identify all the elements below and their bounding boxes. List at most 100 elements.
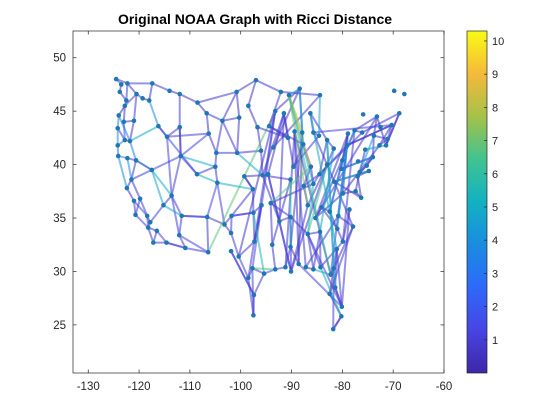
- x-tick-label: -60: [436, 381, 453, 393]
- graph-edge: [150, 168, 173, 197]
- graph-node: [246, 275, 251, 281]
- graph-node: [118, 82, 124, 87]
- graph-edge: [130, 178, 142, 200]
- graph-node: [332, 285, 338, 290]
- graph-node: [115, 143, 121, 148]
- graph-edge: [126, 82, 138, 96]
- graph-node: [241, 174, 247, 179]
- graph-node: [145, 225, 151, 230]
- graph-edge: [206, 215, 210, 254]
- colorbar-tick-label: 6: [492, 169, 498, 181]
- graph-node: [331, 265, 337, 271]
- x-tick-label: -130: [77, 381, 100, 393]
- graph-node: [339, 314, 344, 319]
- graph-node: [377, 143, 382, 148]
- graph-edge: [337, 214, 355, 228]
- graph-edge: [157, 125, 199, 176]
- graph-node: [206, 131, 211, 136]
- graph-edge: [289, 215, 309, 236]
- graph-edge: [269, 165, 312, 205]
- graph-edge: [162, 204, 183, 217]
- graph-node: [352, 128, 357, 133]
- graph-edge: [247, 79, 257, 107]
- graph-node: [396, 110, 402, 116]
- graph-edge: [237, 110, 277, 258]
- graph-edge: [166, 126, 181, 138]
- graph-node: [116, 113, 122, 118]
- graph-node: [328, 272, 333, 277]
- graph-node: [250, 265, 255, 271]
- graph-node: [339, 304, 345, 310]
- graph-node: [402, 91, 407, 97]
- graph-node: [319, 205, 324, 210]
- graph-node: [251, 292, 257, 298]
- graph-edge: [184, 246, 210, 254]
- graph-node: [359, 130, 365, 135]
- graph-node: [277, 218, 282, 224]
- graph-edge: [178, 234, 187, 249]
- graph-edge: [269, 182, 315, 205]
- graph-edge: [314, 132, 349, 220]
- graph-edge: [205, 112, 224, 122]
- graph-node: [156, 123, 161, 129]
- graph-edge: [207, 110, 277, 254]
- graph-node: [330, 326, 336, 332]
- graph-node: [317, 229, 323, 235]
- graph-edge: [372, 134, 389, 140]
- graph-edge: [341, 129, 356, 243]
- graph-node: [385, 136, 390, 142]
- graph-edge: [335, 248, 343, 308]
- graph-node: [228, 230, 234, 236]
- graph-edge: [179, 132, 210, 158]
- graph-node: [331, 179, 337, 184]
- graph-edge: [166, 132, 210, 138]
- graph-node: [296, 261, 301, 267]
- graph-edge: [221, 116, 241, 122]
- graph-node: [278, 89, 284, 95]
- graph-node: [300, 141, 306, 147]
- graph-edge: [312, 268, 332, 276]
- graph-node: [228, 248, 234, 254]
- graph-node: [164, 134, 170, 140]
- graph-edge: [130, 168, 153, 181]
- graph-node: [161, 202, 166, 208]
- graph-node: [234, 89, 239, 95]
- graph-node: [265, 171, 271, 177]
- graph-node: [115, 153, 121, 159]
- graph-edge: [353, 115, 378, 132]
- graph-node: [147, 220, 153, 225]
- graph-node: [214, 150, 219, 156]
- graph-edge: [237, 240, 256, 258]
- graph-node: [215, 180, 220, 186]
- graph-edge: [165, 241, 187, 249]
- x-tick-label: -70: [385, 381, 402, 393]
- graph-node: [222, 222, 227, 227]
- graph-node: [272, 108, 278, 114]
- graph-edge: [215, 119, 224, 154]
- graph-edge: [196, 90, 238, 104]
- graph-node: [370, 154, 376, 160]
- graph-node: [183, 245, 188, 251]
- graph-node: [134, 91, 139, 97]
- graph-node: [122, 103, 128, 109]
- graph-edge: [236, 151, 264, 177]
- graph-edge: [196, 101, 208, 115]
- graph-node: [360, 112, 366, 117]
- graph-node: [251, 312, 256, 318]
- graph-node: [301, 183, 307, 189]
- graph-edge: [128, 119, 135, 143]
- graph-node: [146, 98, 152, 103]
- graph-node: [281, 110, 287, 116]
- graph-edge: [128, 125, 160, 143]
- graph-node: [140, 96, 145, 101]
- colorbar-tick-label: 9: [492, 69, 498, 81]
- graph-node: [236, 254, 241, 259]
- graph-node: [255, 124, 260, 130]
- graph-edge: [221, 90, 238, 122]
- colorbar-tick-label: 10: [492, 36, 504, 48]
- graph-edge: [132, 93, 138, 122]
- graph-edge: [361, 112, 401, 134]
- graph-node: [204, 110, 209, 116]
- graph-node: [133, 212, 138, 218]
- x-tick-label: -80: [334, 381, 351, 393]
